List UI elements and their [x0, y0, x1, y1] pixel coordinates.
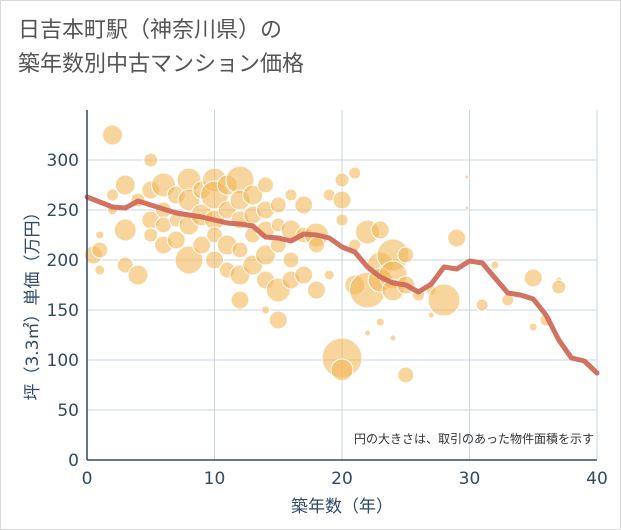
bubble-point	[166, 230, 186, 250]
title-line-2: 築年数別中古マンション価格	[18, 52, 305, 77]
x-tick-label: 40	[586, 469, 608, 489]
bubble-point	[114, 174, 136, 196]
title-line-1: 日吉本町駅（神奈川県）の	[18, 18, 283, 43]
x-axis-label: 築年数（年）	[291, 497, 393, 517]
bubble-point	[464, 205, 470, 211]
bubble-point	[294, 195, 314, 215]
bubble-point	[269, 196, 287, 214]
bubble-point	[102, 124, 123, 146]
bubble-point	[284, 188, 298, 202]
x-tick-label: 0	[82, 469, 93, 489]
trend-line-series	[84, 194, 600, 376]
y-tick-label: 50	[57, 401, 79, 421]
bubble-point	[397, 366, 415, 384]
bubble-point	[116, 256, 134, 274]
bubble-point	[348, 166, 362, 180]
y-tick-label: 150	[47, 301, 79, 321]
bubble-point	[335, 213, 349, 227]
bubble-point	[261, 305, 270, 315]
bubble-point	[257, 176, 274, 194]
bubble-point	[330, 358, 354, 382]
y-tick-label: 200	[47, 251, 79, 271]
bubble-point	[464, 174, 470, 180]
bubble-point	[334, 172, 350, 188]
bubble-point	[447, 228, 467, 248]
bubble-point	[370, 220, 390, 240]
x-tick-label: 20	[331, 469, 353, 489]
bubble-point	[294, 265, 314, 285]
y-tick-label: 0	[68, 451, 79, 471]
x-tick-label: 10	[204, 469, 226, 489]
bubble-point	[231, 241, 249, 259]
axes: 0 50 100 150 200 250 300 0 10 20 30 40	[47, 110, 608, 489]
bubble-point	[113, 218, 137, 242]
bubble-point	[95, 230, 105, 240]
x-tick-label: 30	[459, 469, 481, 489]
bubble-point	[308, 236, 325, 254]
grid-lines	[87, 110, 598, 460]
bubble-point	[523, 268, 543, 288]
page-title: 日吉本町駅（神奈川県）の 築年数別中古マンション価格	[18, 14, 304, 82]
bubble-point	[282, 251, 300, 269]
bubble-point	[106, 188, 119, 202]
bubble-point	[230, 290, 250, 310]
bubble-point	[427, 283, 461, 317]
bubble-point	[127, 264, 149, 286]
bubble-point	[242, 184, 264, 206]
bubble-point	[205, 250, 224, 270]
size-note: 円の大きさは、取引のあった物件面積を示す	[354, 431, 594, 446]
bubble-point	[91, 241, 109, 259]
bubble-point	[206, 226, 223, 244]
y-tick-label: 100	[47, 351, 79, 371]
bubble-point	[192, 235, 212, 255]
bubble-point	[364, 329, 371, 337]
y-axis-label: 坪（3.3㎡）単価（万円）	[23, 203, 43, 400]
bubble-point	[427, 311, 435, 319]
bubble-point	[528, 322, 538, 332]
bubble-point	[475, 298, 489, 312]
bubble-point	[551, 279, 567, 295]
bubble-point	[323, 269, 335, 281]
y-tick-label: 300	[47, 151, 79, 171]
bubble-point	[255, 244, 276, 266]
trend-line	[84, 194, 600, 376]
bubble-point	[332, 190, 352, 210]
bubble-point	[375, 317, 385, 327]
bubble-point	[94, 264, 106, 276]
bubble-point	[307, 280, 326, 300]
bubble-point	[397, 246, 415, 264]
bubble-point	[389, 334, 397, 342]
bubble-point	[143, 227, 159, 243]
bubble-point	[143, 152, 159, 168]
bubble-point	[174, 245, 204, 275]
bubble-series	[83, 124, 567, 384]
bubble-point	[268, 310, 288, 330]
y-tick-label: 250	[47, 201, 79, 221]
bubble-point	[490, 260, 500, 270]
